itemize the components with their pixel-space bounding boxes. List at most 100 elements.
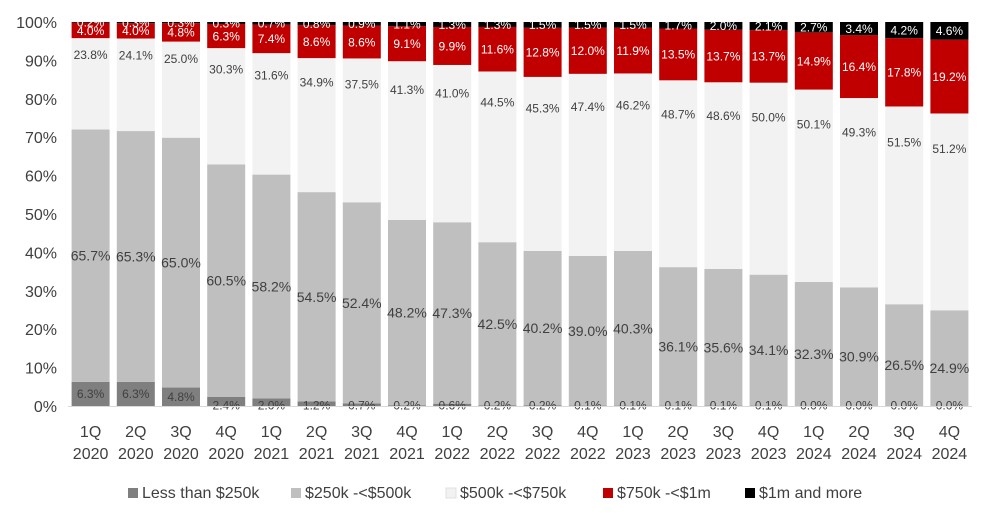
segment-label: 54.5% [297,289,337,305]
segment-label: 13.5% [661,48,695,62]
x-tick-label: 2022 [570,446,606,463]
bar-segment [162,23,200,42]
bar-segment [342,58,381,203]
bar-segment [749,274,788,406]
segment-label: 4.0% [122,24,150,38]
segment-label: 0.0% [936,398,964,412]
bar-segment [297,401,336,406]
bar-segment [885,22,924,39]
x-tick-label: 3Q [713,424,734,441]
legend: Less than $250k $250k -<$500k $500k -<$750… [128,485,862,502]
bar-segment [614,73,652,251]
legend-swatch [745,488,755,498]
segment-label: 2.1% [755,19,783,33]
bars [71,22,969,406]
x-tick-label: 1Q [803,424,824,441]
x-tick-label: 2Q [848,424,869,441]
bar-segment [749,30,788,83]
x-tick-label: 2020 [118,446,154,463]
bar-segment [840,22,878,36]
segment-label: 24.9% [930,360,970,376]
segment-label: 0.1% [574,398,602,412]
bar-segment [433,26,472,65]
segment-label: 1.3% [439,18,467,32]
bar-segment [478,242,517,406]
bar-segment [704,22,743,30]
segment-label: 0.7% [348,398,376,412]
x-tick-label: 2023 [615,446,651,463]
bar-segment [207,164,246,397]
bar-segment [116,22,155,24]
legend-label: $750k -<$1m [617,485,711,502]
legend-swatch [291,488,301,498]
bar-segment [614,250,652,406]
x-tick-label: 2021 [299,446,335,463]
segment-label: 44.5% [480,96,514,110]
segment-label: 41.0% [435,87,469,101]
segment-label: 30.3% [209,62,243,76]
segment-label: 65.7% [71,248,111,264]
segment-label: 0.2% [77,16,105,30]
bar-segment [930,113,969,311]
segment-label: 23.8% [74,48,108,62]
bar-segment [478,71,517,243]
bar-segment [659,28,698,81]
x-tick-label: 1Q [622,424,643,441]
bar-segment [704,82,743,269]
x-tick-label: 2022 [480,446,516,463]
segment-label: 6.3% [122,387,150,401]
segment-label: 11.9% [616,44,649,58]
y-tick-label: 0% [34,399,57,416]
segment-label: 7.4% [258,32,286,46]
segment-label: 13.7% [706,49,740,63]
bar-segment [840,35,878,99]
segment-label: 41.3% [390,83,424,97]
bar-segment [71,38,110,130]
segment-label: 42.5% [478,316,518,332]
segment-label: 46.2% [616,99,650,113]
y-tick-label: 90% [25,53,57,70]
segment-label: 8.6% [348,35,376,49]
x-tick-label: 2021 [254,446,290,463]
bar-segment [71,381,110,406]
segment-label: 11.6% [481,43,514,57]
bar-segment [704,29,743,83]
bar-segment [162,41,200,138]
segment-label: 12.0% [571,44,605,58]
x-tick-label: 2024 [932,446,968,463]
y-tick-label: 60% [25,169,57,186]
bar-segment [433,64,472,223]
x-tick-label: 2Q [125,424,146,441]
segment-label: 0.3% [122,16,150,30]
bar-segment [659,267,698,406]
segment-label: 0.2% [529,398,557,412]
x-tick-label: 2023 [751,446,787,463]
segment-label: 52.4% [342,295,382,311]
bar-segment [749,22,788,31]
segment-label: 60.5% [206,273,246,289]
bar-segment [162,137,200,388]
bar-segment [523,250,562,406]
bar-segment [297,192,336,402]
segment-label: 51.5% [887,135,921,149]
segment-label: 0.3% [167,16,195,30]
segment-label: 12.8% [526,46,560,60]
bar-segment [794,89,833,282]
bar-segment [433,403,472,406]
segment-label: 4.8% [167,26,195,40]
bar-segment [252,24,291,54]
x-tick-label: 2021 [389,446,425,463]
bar-segment [704,268,743,406]
segment-label: 50.1% [797,118,831,132]
segment-label: 0.7% [258,17,286,31]
x-tick-label: 1Q [442,424,463,441]
segment-label: 51.2% [932,142,966,156]
segment-label: 0.1% [755,398,783,412]
bar-segment [840,98,878,288]
y-axis: 0% 10% 20% 30% 40% 50% 60% 70% 80% 90% 100% [16,15,57,416]
segment-label: 24.1% [119,48,153,62]
segment-label: 50.0% [752,111,786,125]
segment-label: 0.0% [800,398,828,412]
bar-segment [252,174,291,399]
segment-label: 39.0% [568,323,608,339]
